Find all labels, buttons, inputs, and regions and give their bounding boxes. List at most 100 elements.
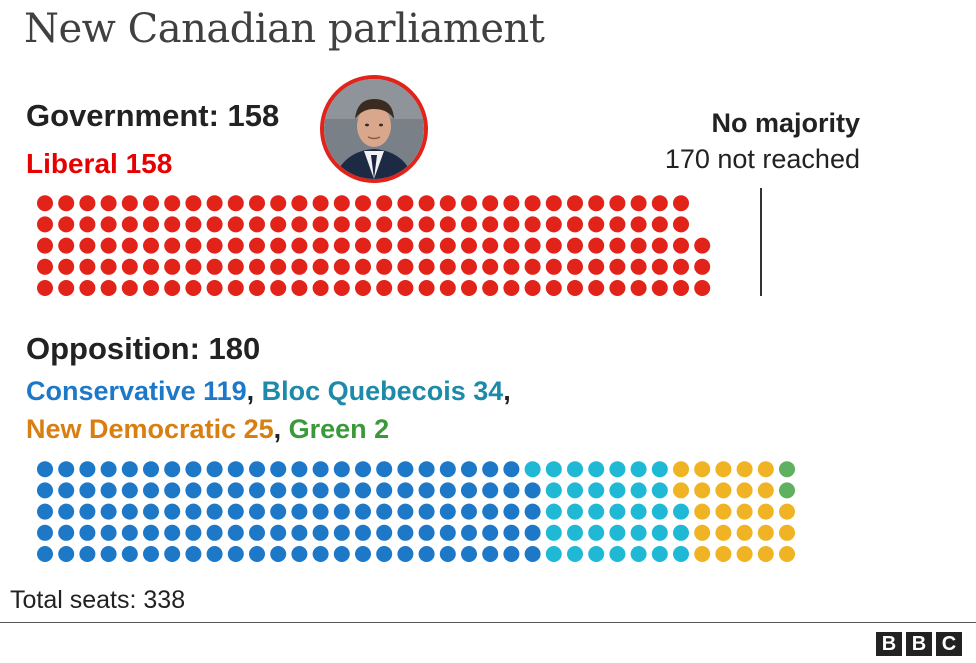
seat-liberal	[418, 195, 435, 212]
seat-conservative	[79, 524, 96, 541]
seat-liberal	[143, 216, 159, 233]
seat-conservative	[312, 482, 329, 499]
seat-bloc-quebecois	[609, 546, 626, 562]
seat-liberal	[588, 280, 605, 296]
seat-conservative	[100, 461, 117, 478]
seat-conservative	[227, 482, 244, 499]
seat-liberal	[567, 237, 583, 254]
seat-liberal	[355, 237, 371, 254]
seat-bloc-quebecois	[630, 461, 647, 478]
seat-new-democratic	[673, 461, 689, 478]
seat-conservative	[333, 503, 350, 520]
seat-liberal	[567, 258, 583, 275]
seat-conservative	[249, 503, 265, 520]
footer-divider	[0, 622, 976, 623]
seat-liberal	[164, 280, 181, 296]
seat-liberal	[37, 195, 53, 212]
seat-liberal	[121, 237, 138, 254]
seat-liberal	[673, 280, 689, 296]
seat-bloc-quebecois	[567, 503, 583, 520]
seat-liberal	[58, 216, 75, 233]
seat-conservative	[206, 524, 223, 541]
seat-bloc-quebecois	[651, 524, 668, 541]
seat-new-democratic	[779, 546, 795, 562]
seat-conservative	[270, 503, 287, 520]
seat-new-democratic	[736, 482, 753, 499]
seat-liberal	[503, 195, 520, 212]
seat-liberal	[461, 258, 477, 275]
seat-conservative	[100, 482, 117, 499]
seat-conservative	[58, 546, 75, 562]
seat-liberal	[227, 195, 244, 212]
seat-conservative	[143, 482, 159, 499]
seat-conservative	[206, 503, 223, 520]
seat-new-democratic	[694, 461, 711, 478]
seat-liberal	[609, 280, 626, 296]
seat-green	[779, 482, 795, 499]
seat-conservative	[100, 503, 117, 520]
seat-conservative	[58, 461, 75, 478]
seat-liberal	[503, 237, 520, 254]
seat-conservative	[355, 482, 371, 499]
seat-conservative	[37, 482, 53, 499]
seat-liberal	[333, 195, 350, 212]
seat-liberal	[588, 195, 605, 212]
seat-liberal	[439, 258, 456, 275]
seat-conservative	[397, 482, 414, 499]
seat-bloc-quebecois	[673, 524, 689, 541]
seat-bloc-quebecois	[588, 524, 605, 541]
seat-liberal	[164, 258, 181, 275]
seat-bloc-quebecois	[651, 503, 668, 520]
seat-conservative	[58, 482, 75, 499]
seat-new-democratic	[694, 482, 711, 499]
bbc-logo-letter: C	[936, 632, 962, 656]
seat-conservative	[439, 524, 456, 541]
seat-conservative	[121, 461, 138, 478]
seat-conservative	[524, 503, 541, 520]
seat-conservative	[439, 461, 456, 478]
seat-liberal	[397, 280, 414, 296]
seat-liberal	[482, 216, 499, 233]
seat-conservative	[164, 546, 181, 562]
seat-bloc-quebecois	[651, 546, 668, 562]
total-seats: Total seats: 338	[10, 586, 186, 614]
seat-conservative	[270, 482, 287, 499]
seat-liberal	[545, 216, 562, 233]
seat-conservative	[291, 546, 308, 562]
seat-liberal	[397, 195, 414, 212]
seat-conservative	[397, 461, 414, 478]
seat-bloc-quebecois	[588, 461, 605, 478]
seat-conservative	[121, 524, 138, 541]
seat-conservative	[79, 546, 96, 562]
seat-bloc-quebecois	[524, 461, 541, 478]
seat-conservative	[143, 461, 159, 478]
seat-liberal	[185, 237, 202, 254]
seat-liberal	[588, 258, 605, 275]
seat-liberal	[503, 216, 520, 233]
seat-liberal	[609, 237, 626, 254]
seat-conservative	[37, 503, 53, 520]
seat-new-democratic	[757, 503, 774, 520]
seat-bloc-quebecois	[651, 482, 668, 499]
seat-new-democratic	[694, 503, 711, 520]
seat-liberal	[673, 237, 689, 254]
seat-conservative	[376, 461, 393, 478]
seat-new-democratic	[715, 524, 732, 541]
seat-conservative	[461, 546, 477, 562]
seat-liberal	[185, 216, 202, 233]
seat-conservative	[291, 461, 308, 478]
seat-liberal	[588, 216, 605, 233]
seat-liberal	[227, 216, 244, 233]
seat-new-democratic	[757, 461, 774, 478]
seat-liberal	[482, 258, 499, 275]
seat-liberal	[694, 258, 711, 275]
seat-conservative	[503, 461, 520, 478]
seat-conservative	[376, 482, 393, 499]
seat-conservative	[333, 461, 350, 478]
seat-liberal	[524, 280, 541, 296]
seat-conservative	[249, 524, 265, 541]
seat-conservative	[206, 461, 223, 478]
seat-new-democratic	[757, 482, 774, 499]
seat-new-democratic	[736, 546, 753, 562]
seat-liberal	[270, 280, 287, 296]
